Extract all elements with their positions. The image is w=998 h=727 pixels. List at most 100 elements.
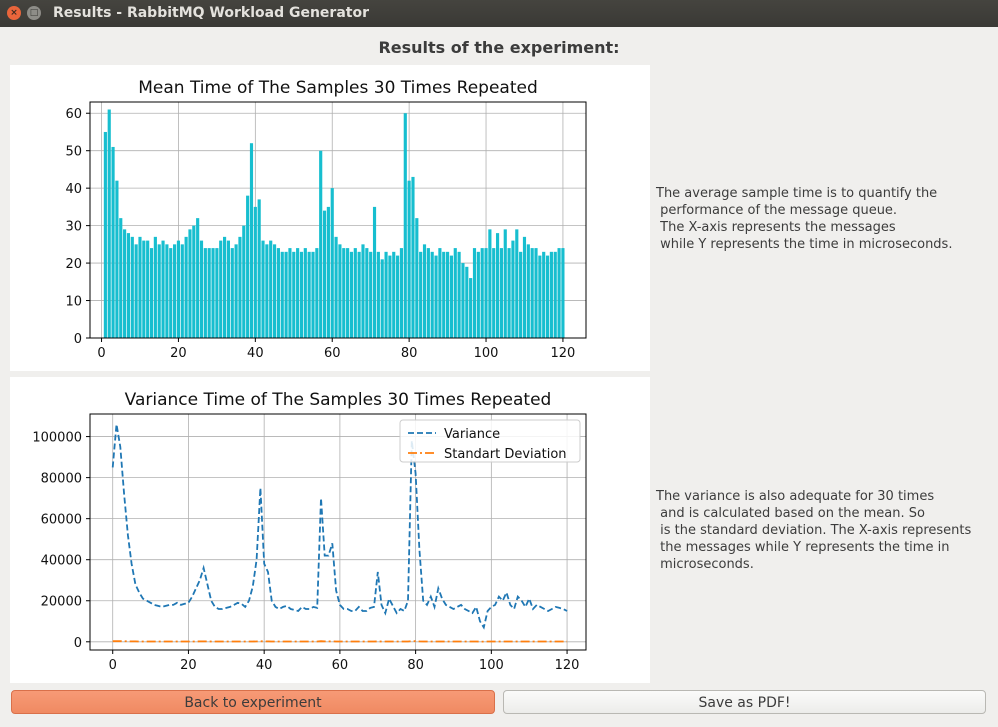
bar	[330, 188, 334, 338]
bar	[492, 248, 496, 338]
x-tick-label: 40	[247, 346, 264, 361]
bar	[507, 248, 511, 338]
x-tick-label: 120	[555, 658, 580, 673]
bar	[119, 218, 123, 338]
x-tick-label: 20	[170, 346, 187, 361]
bar	[380, 259, 384, 338]
bar	[553, 251, 557, 338]
x-tick-label: 100	[474, 346, 499, 361]
bar	[211, 248, 215, 338]
bar	[365, 248, 369, 338]
mean-chart-panel: Mean Time of The Samples 30 Times Repeat…	[10, 65, 650, 371]
bar	[469, 278, 473, 338]
series-line	[112, 640, 568, 643]
bar	[153, 236, 157, 338]
bar	[257, 199, 261, 338]
bar	[442, 251, 446, 338]
maximize-icon[interactable]: □	[27, 6, 41, 20]
bar	[196, 218, 200, 338]
bar	[126, 233, 131, 338]
bar	[238, 236, 242, 338]
bar	[396, 255, 400, 338]
bar	[169, 248, 173, 338]
bar	[399, 248, 404, 338]
y-tick-label: 40	[65, 182, 82, 197]
y-tick-label: 40000	[41, 554, 82, 569]
bar	[519, 251, 523, 338]
bar	[449, 255, 454, 338]
bar	[226, 240, 230, 338]
bar	[384, 251, 388, 338]
bar	[130, 236, 134, 338]
y-tick-label: 60000	[41, 513, 82, 528]
bar	[315, 248, 319, 338]
bar	[203, 248, 207, 338]
bar	[188, 229, 192, 338]
bar	[430, 251, 434, 338]
x-tick-label: 0	[109, 658, 117, 673]
bar	[361, 244, 365, 338]
bar	[284, 251, 288, 338]
bar	[369, 251, 373, 338]
bar	[392, 251, 396, 338]
bar	[103, 131, 107, 338]
bar	[426, 248, 430, 338]
bar	[173, 244, 177, 338]
variance-time-chart: Variance Time of The Samples 30 Times Re…	[32, 390, 587, 673]
bar	[511, 240, 515, 338]
page-heading: Results of the experiment:	[378, 38, 620, 57]
bar	[292, 251, 296, 338]
bar	[149, 248, 154, 338]
bar	[146, 240, 150, 338]
y-tick-label: 20	[65, 257, 82, 272]
bar	[207, 248, 211, 338]
legend-label: Variance	[444, 427, 500, 442]
bar	[422, 244, 427, 338]
bar	[480, 248, 484, 338]
close-icon[interactable]: ×	[7, 6, 21, 20]
bar	[192, 225, 196, 338]
save-as-pdf-button[interactable]: Save as PDF!	[503, 690, 986, 714]
bar	[526, 244, 530, 338]
bar	[288, 248, 292, 338]
bar	[353, 248, 357, 338]
bar	[280, 251, 284, 338]
bar	[461, 263, 465, 338]
bar	[176, 240, 181, 338]
chart-title: Variance Time of The Samples 30 Times Re…	[125, 390, 552, 410]
bar	[561, 248, 565, 338]
bar	[453, 248, 457, 338]
x-tick-label: 60	[324, 346, 341, 361]
bar	[276, 248, 280, 338]
bar	[272, 244, 277, 338]
x-tick-label: 100	[479, 658, 504, 673]
y-tick-label: 60	[65, 107, 82, 122]
x-tick-label: 120	[551, 346, 576, 361]
legend-box	[399, 419, 581, 463]
y-tick-label: 100000	[32, 431, 82, 446]
bar	[142, 240, 146, 338]
bar	[165, 244, 169, 338]
bar	[542, 251, 546, 338]
bar	[338, 244, 342, 338]
back-to-experiment-button[interactable]: Back to experiment	[11, 690, 495, 714]
bar	[530, 248, 534, 338]
plot-frame	[89, 101, 587, 339]
bar	[545, 255, 550, 338]
bar	[299, 251, 304, 338]
bar	[476, 251, 480, 338]
bar	[265, 244, 269, 338]
bar	[472, 248, 477, 338]
bar	[296, 248, 300, 338]
bar	[534, 248, 538, 338]
y-tick-label: 30	[65, 220, 82, 235]
bar	[134, 244, 138, 338]
y-tick-label: 50	[65, 145, 82, 160]
bar	[499, 248, 503, 338]
y-tick-label: 20000	[41, 595, 82, 610]
bar	[407, 180, 411, 338]
bar	[457, 251, 461, 338]
bar	[261, 240, 265, 338]
x-tick-label: 20	[180, 658, 197, 673]
bar	[199, 240, 204, 338]
